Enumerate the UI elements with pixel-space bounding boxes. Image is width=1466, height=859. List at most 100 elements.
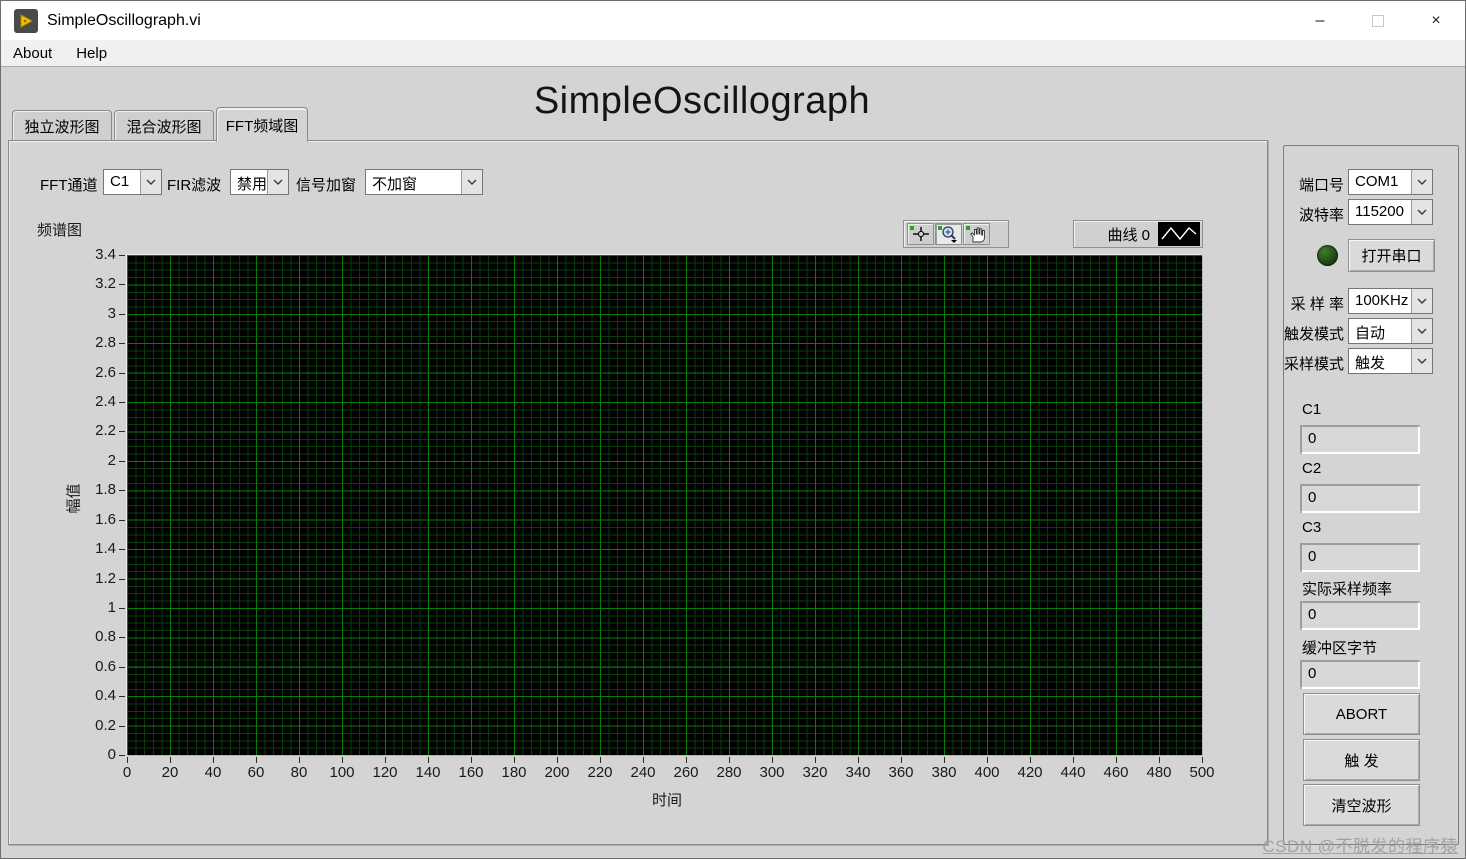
tool-indicator-dot: [938, 226, 942, 230]
trigger-mode-label: 触发模式: [1284, 326, 1345, 343]
x-tick-label: 80: [290, 764, 308, 781]
y-tick-label: 2.8: [95, 334, 116, 352]
x-tick-mark: [858, 757, 859, 763]
x-tick-mark: [213, 757, 214, 763]
y-tick-mark: [119, 696, 125, 698]
y-tick-mark: [119, 519, 125, 521]
trigger-mode-select[interactable]: 自动: [1348, 318, 1433, 344]
x-tick-mark: [385, 757, 386, 763]
close-button[interactable]: ×: [1431, 11, 1441, 29]
x-tick-mark: [514, 757, 515, 763]
crosshair-icon: [912, 227, 929, 241]
x-tick-label: 180: [501, 764, 527, 781]
x-tick-label: 340: [845, 764, 871, 781]
y-tick-mark: [119, 549, 125, 551]
tab-fft-frequency[interactable]: FFT频域图: [216, 107, 308, 142]
pan-tool-button[interactable]: [963, 223, 990, 245]
y-tick-mark: [119, 255, 125, 256]
y-tick-label: 3.4: [95, 246, 116, 263]
x-tick-label: 440: [1060, 764, 1086, 781]
tab-independent-waveform[interactable]: 独立波形图: [12, 110, 112, 141]
x-tick-mark: [1159, 757, 1160, 763]
x-tick-label: 320: [802, 764, 828, 781]
buffer-bytes-label: 缓冲区字节: [1302, 640, 1378, 657]
plot-legend[interactable]: 曲线 0: [1073, 220, 1203, 248]
y-tick-mark: [119, 490, 125, 492]
labview-run-icon: [14, 8, 38, 33]
baud-label: 波特率: [1298, 207, 1344, 224]
page-title: SimpleOscillograph: [533, 80, 871, 122]
x-tick-label: 20: [161, 764, 179, 781]
plot-area[interactable]: [127, 255, 1202, 755]
x-axis-label: 时间: [651, 792, 682, 809]
x-tick-mark: [428, 757, 429, 763]
x-tick-mark: [772, 757, 773, 763]
chevron-down-icon[interactable]: [1411, 200, 1432, 224]
tab-mixed-waveform[interactable]: 混合波形图: [114, 110, 214, 141]
sampling-mode-select[interactable]: 触发: [1348, 348, 1433, 374]
baud-select[interactable]: 115200: [1348, 199, 1433, 225]
y-tick-mark: [119, 372, 125, 374]
actual-sample-rate-label: 实际采样频率: [1302, 581, 1393, 598]
y-tick-mark: [119, 578, 125, 580]
maximize-icon: [1372, 14, 1384, 27]
port-select[interactable]: COM1: [1348, 169, 1433, 195]
y-axis-label: 幅值: [65, 483, 83, 514]
y-tick-mark: [119, 284, 125, 286]
chevron-down-icon[interactable]: [1411, 319, 1432, 343]
maximize-button[interactable]: [1349, 1, 1407, 40]
x-tick-label: 480: [1146, 764, 1172, 781]
x-tick-mark: [256, 757, 257, 763]
crosshair-tool-button[interactable]: [907, 223, 934, 245]
legend-series-name: 曲线 0: [1107, 226, 1150, 244]
chevron-down-icon[interactable]: [1411, 349, 1432, 373]
tool-indicator-dot: [910, 226, 914, 230]
serial-settings-panel: [1283, 145, 1459, 845]
x-tick-mark: [987, 757, 988, 763]
trigger-button[interactable]: 触 发: [1303, 739, 1420, 781]
menu-help[interactable]: Help: [76, 44, 108, 62]
fft-channel-select[interactable]: C1: [103, 169, 162, 195]
abort-button[interactable]: ABORT: [1303, 693, 1420, 735]
x-tick-label: 60: [247, 764, 265, 781]
open-serial-button[interactable]: 打开串口: [1348, 239, 1435, 272]
buffer-bytes-field: 0: [1300, 660, 1420, 689]
sample-rate-select[interactable]: 100KHz: [1348, 288, 1433, 314]
menu-bar: About Help: [1, 40, 1465, 67]
x-tick-label: 200: [544, 764, 570, 781]
fir-filter-label: FIR滤波: [167, 177, 222, 194]
y-tick-mark: [119, 460, 125, 462]
y-tick-mark: [119, 402, 125, 404]
x-tick-mark: [471, 757, 472, 763]
chevron-down-icon[interactable]: [267, 170, 288, 194]
chevron-down-icon[interactable]: [140, 170, 161, 194]
c3-label: C3: [1302, 519, 1322, 536]
x-tick-label: 0: [122, 764, 132, 781]
y-tick-label: 0: [107, 746, 116, 763]
port-label: 端口号: [1298, 177, 1344, 194]
x-tick-mark: [1116, 757, 1117, 763]
menu-about[interactable]: About: [13, 44, 53, 62]
chevron-down-icon[interactable]: [1411, 170, 1432, 194]
x-tick-mark: [1030, 757, 1031, 763]
zoom-tool-button[interactable]: [935, 223, 962, 245]
legend-line-sample: [1158, 222, 1200, 246]
chevron-down-icon[interactable]: [1411, 289, 1432, 313]
x-tick-label: 280: [716, 764, 742, 781]
y-tick-mark: [119, 637, 125, 639]
x-tick-mark: [944, 757, 945, 763]
x-tick-label: 240: [630, 764, 656, 781]
y-tick-label: 2.6: [95, 363, 116, 381]
watermark-text: CSDN @不脱发的程序猿: [1262, 837, 1458, 856]
minimize-button[interactable]: –: [1315, 11, 1325, 29]
y-tick-label: 1.6: [95, 510, 116, 528]
clear-waveform-button[interactable]: 清空波形: [1303, 784, 1420, 826]
y-tick-label: 3.2: [95, 275, 116, 293]
c2-label: C2: [1302, 460, 1322, 477]
graph-title: 频谱图: [37, 222, 83, 239]
y-tick-label: 1.4: [95, 540, 116, 558]
signal-window-label: 信号加窗: [296, 177, 357, 194]
fir-filter-select[interactable]: 禁用: [230, 169, 289, 195]
signal-window-select[interactable]: 不加窗: [365, 169, 483, 195]
chevron-down-icon[interactable]: [461, 170, 482, 194]
